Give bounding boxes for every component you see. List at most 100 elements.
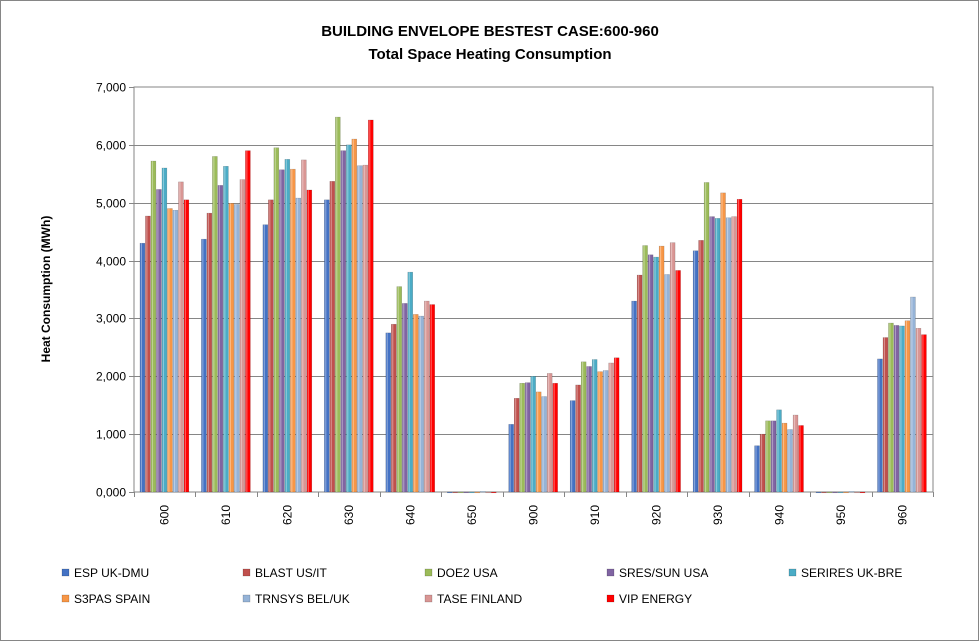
bar-highlight [397, 286, 399, 492]
bar-highlight [648, 254, 651, 492]
bar-highlight [302, 159, 304, 492]
bar-rect [156, 189, 162, 493]
bar [815, 491, 822, 494]
bar [613, 357, 620, 493]
bar [418, 315, 424, 493]
bar [301, 159, 307, 493]
bar-rect [167, 208, 173, 493]
bar-highlight [347, 144, 349, 493]
bar [725, 217, 732, 493]
bar [608, 362, 614, 493]
bar-rect [731, 216, 737, 493]
bar-highlight [246, 150, 248, 492]
bar [212, 156, 218, 493]
bar-highlight [526, 382, 528, 492]
bar-rect [832, 491, 838, 494]
bar [340, 150, 347, 493]
bar-rect [815, 491, 822, 494]
bar [781, 422, 788, 493]
bar [787, 429, 793, 493]
x-tick-label: 930 [711, 505, 725, 525]
bar [664, 274, 670, 493]
bar [848, 491, 855, 493]
bar-rect [720, 192, 726, 493]
bar-highlight [515, 398, 517, 492]
bar-highlight [900, 325, 902, 492]
bar-rect [340, 150, 347, 493]
bar [139, 242, 146, 493]
chart-title: BUILDING ENVELOPE BESTEST CASE:600-960 [321, 23, 659, 40]
bar-highlight [766, 420, 768, 492]
bar [843, 491, 849, 494]
bar-highlight [542, 396, 544, 492]
legend-label: ESP UK-DMU [74, 566, 149, 580]
bar-rect [653, 256, 659, 493]
bar-highlight [598, 371, 600, 492]
bar-highlight [894, 325, 897, 492]
bar-rect [597, 371, 603, 493]
bar-highlight [793, 415, 796, 492]
bar [899, 325, 905, 493]
bar-rect [351, 138, 358, 493]
bar-rect [608, 362, 614, 493]
bar [268, 199, 274, 493]
bar-rect [569, 400, 576, 493]
bar-highlight [710, 216, 712, 492]
bar-highlight [615, 357, 617, 492]
bar [290, 168, 296, 493]
bar-highlight [229, 203, 231, 493]
bar-highlight [291, 169, 293, 492]
bar [346, 144, 352, 493]
bar-highlight [531, 376, 533, 492]
bar-rect [306, 189, 313, 493]
bar-highlight [392, 324, 394, 492]
bar [798, 425, 804, 493]
bar [262, 224, 269, 493]
bar-highlight [168, 208, 170, 492]
bar [759, 433, 766, 493]
bar [882, 337, 889, 493]
x-axis-ticks: 600 610 620 630 640 650 900 910 920 930 940 950 960 [134, 492, 934, 525]
bar [508, 424, 514, 493]
bar [792, 414, 799, 493]
bar [239, 179, 246, 493]
bar [491, 491, 497, 494]
legend-label: VIP ENERGY [619, 592, 692, 606]
bar [642, 245, 648, 493]
bar-rect [843, 491, 849, 494]
bar-highlight [386, 332, 388, 492]
bar [765, 420, 771, 493]
bar-highlight [414, 314, 416, 492]
bar-highlight [173, 210, 175, 493]
bar-highlight [202, 239, 204, 492]
bar [776, 409, 782, 493]
legend-label: TRNSYS BEL/UK [255, 592, 350, 606]
bar-rect [418, 315, 424, 493]
bar-highlight [146, 216, 148, 492]
bar [284, 159, 291, 493]
bar [580, 361, 587, 493]
bar-highlight [369, 119, 371, 492]
bar-rect [391, 323, 397, 493]
bar-rect [692, 250, 699, 493]
bar [910, 296, 916, 493]
bar-highlight [911, 297, 913, 492]
bar [591, 359, 598, 493]
bar [474, 491, 480, 494]
bar-rect [407, 271, 413, 493]
y-tick-label: 5,000 [96, 197, 126, 211]
bar-rect [765, 420, 771, 493]
x-tick-label: 950 [834, 505, 848, 525]
bar-highlight [916, 328, 919, 492]
bar [541, 396, 547, 493]
bar-highlight [704, 182, 707, 492]
bar-rect [725, 217, 732, 493]
bar [245, 150, 251, 493]
bar-highlight [632, 301, 634, 492]
x-tick-label: 650 [465, 505, 479, 525]
bar-highlight [665, 274, 667, 492]
bar-rect [262, 224, 269, 493]
legend-item: S3PAS SPAIN [61, 592, 150, 606]
legend-label: SERIRES UK-BRE [801, 566, 902, 580]
bar-rect [575, 384, 581, 493]
